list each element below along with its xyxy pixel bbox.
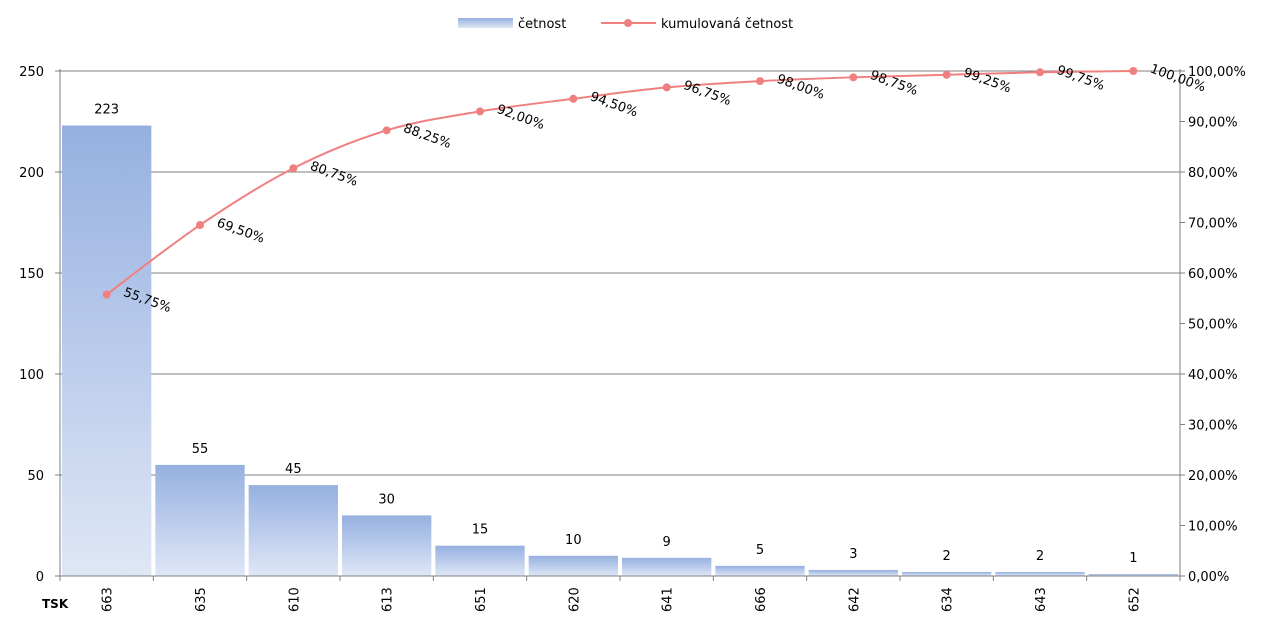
y-right-tick-label: 90,00% [1188,116,1238,131]
cumulative-point [289,164,298,173]
y-left-tick-label: 100 [19,368,44,383]
y-right-tick-label: 20,00% [1188,469,1238,484]
bar-value-label: 15 [472,523,489,538]
x-tick-label: 642 [847,587,862,612]
cumulative-point [942,70,951,79]
cumulative-value-label: 69,50% [215,216,267,247]
y-left-tick-label: 0 [36,570,44,585]
bar [622,557,712,576]
y-right-tick-label: 10,00% [1188,520,1238,535]
x-category-title: TSK [42,597,69,611]
bar-value-label: 223 [94,103,119,118]
legend-swatch-bar [458,18,513,28]
bar-value-label: 45 [285,462,302,477]
bar-value-label: 5 [756,543,764,558]
cumulative-point [382,126,391,135]
x-tick-label: 663 [101,587,116,612]
y-right-tick-label: 40,00% [1188,368,1238,383]
legend: četnost kumulovaná četnost [458,17,793,32]
x-tick-label: 620 [567,587,582,612]
cumulative-value-label: 88,25% [401,121,453,152]
bar-value-label: 55 [192,442,209,457]
y-left-tick-label: 150 [19,267,44,282]
x-tick-label: 635 [194,587,209,612]
x-tick-label: 643 [1034,587,1049,612]
legend-swatch-marker [624,19,632,27]
cumulative-point [662,83,671,92]
bar [435,545,525,576]
bar [342,515,432,576]
cumulative-line-series [102,67,1138,299]
bar [155,464,245,576]
y-right-tick-label: 50,00% [1188,318,1238,333]
bar-value-label: 10 [565,533,582,548]
cumulative-value-label: 80,75% [308,159,360,190]
legend-label-line: kumulovaná četnost [661,17,793,32]
gridlines [60,70,1180,476]
cumulative-point [196,221,204,230]
cumulative-value-label: 99,75% [1055,63,1107,94]
cumulative-point [1036,68,1044,77]
cumulative-value-label: 98,75% [868,68,920,99]
cumulative-value-label: 92,00% [495,102,547,133]
bar-value-label: 2 [943,549,951,564]
x-tick-label: 652 [1127,587,1142,612]
y-left-tick-label: 200 [19,166,44,181]
bar [528,555,618,576]
bar-value-label: 2 [1036,549,1044,564]
x-tick-label: 634 [941,587,956,612]
y-right-tick-label: 100,00% [1188,65,1246,80]
bar-value-label: 3 [849,547,857,562]
y-right-tick-label: 0,00% [1188,570,1229,585]
bar [902,571,992,576]
cumulative-point [569,94,578,103]
y-left-tick-label: 50 [27,469,44,484]
bar-value-label: 1 [1129,551,1137,566]
cumulative-point [849,73,858,82]
cumulative-point [1129,67,1138,75]
bar-value-label: 30 [378,492,395,507]
y-left-tick-label: 250 [19,65,44,80]
cumulative-point [102,290,111,299]
bar [995,571,1085,576]
x-tick-label: 651 [474,587,489,612]
y-right-tick-label: 80,00% [1188,166,1238,181]
bar [1088,573,1178,576]
cumulative-line [106,70,1134,296]
bar-series [62,125,1178,576]
x-tick-label: 610 [287,587,302,612]
x-tick-label: 666 [754,587,769,612]
y-right-tick-label: 70,00% [1188,217,1238,232]
bar [715,565,805,576]
cumulative-point [476,107,484,116]
cumulative-value-label: 98,00% [775,72,827,103]
legend-label-bar: četnost [518,17,566,32]
bar [808,569,898,576]
y-right-tick-label: 60,00% [1188,267,1238,282]
x-tick-label: 641 [661,587,676,612]
bar [62,125,152,576]
x-tick-label: 613 [381,587,396,612]
y-right-tick-label: 30,00% [1188,419,1238,434]
bar [248,485,338,576]
cumulative-value-label: 99,25% [961,65,1013,96]
bar-value-label: 9 [663,535,671,550]
axes: 0 50 100 150 200 250 0,00% 10,00% 20,00% 30,00% 40… [19,65,1246,612]
cumulative-point [756,77,764,86]
